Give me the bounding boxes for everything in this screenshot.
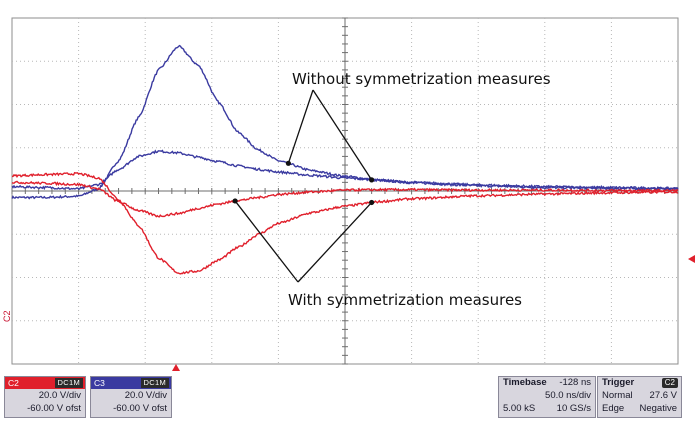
trigger-level-marker <box>688 255 695 263</box>
timebase-label: Timebase <box>503 377 547 388</box>
trigger-type: Edge <box>602 403 625 414</box>
timebase-scale: 50.0 ns/div <box>545 390 591 401</box>
channel-c3-scale: 20.0 V/div <box>124 390 167 401</box>
channel-side-label: C2 <box>2 310 12 322</box>
channel-c3-panel[interactable]: C3 DC1M 20.0 V/div -60.00 V ofst <box>90 376 172 418</box>
trigger-position-marker <box>172 364 180 371</box>
annotation-dot <box>369 199 375 206</box>
oscilloscope-plot: Without symmetrization measures With sym… <box>2 17 695 371</box>
annotation-pointers <box>232 89 375 283</box>
waveform-c2-3 <box>11 180 679 218</box>
channel-c3-coupling: DC1M <box>140 378 169 388</box>
channel-c3-offset: -60.00 V ofst <box>113 403 167 414</box>
channel-c2-offset: -60.00 V ofst <box>27 403 81 414</box>
trigger-panel[interactable]: Trigger C2 Normal 27.6 V Edge Negative <box>597 376 682 418</box>
annotation-without-symmetrization: Without symmetrization measures <box>292 70 551 88</box>
annotation-dot <box>369 177 375 183</box>
annotation-leader-line <box>297 202 373 283</box>
channel-c3-id: C3 <box>94 378 105 388</box>
channel-c2-coupling: DC1M <box>54 378 83 388</box>
channel-c3-header: C3 DC1M <box>91 377 171 389</box>
annotation-dot <box>285 160 291 166</box>
timebase-panel[interactable]: Timebase -128 ns 50.0 ns/div 5.00 kS 10 … <box>498 376 596 418</box>
timebase-rate: 10 GS/s <box>556 403 591 414</box>
channel-c2-header: C2 DC1M <box>5 377 85 389</box>
waveform-c2-2 <box>12 171 679 275</box>
annotation-with-symmetrization: With symmetrization measures <box>288 291 522 309</box>
waveform-traces <box>11 44 679 275</box>
trigger-mode: Normal <box>602 390 633 401</box>
channel-c2-scale: 20.0 V/div <box>38 390 81 401</box>
trigger-source-badge: C2 <box>661 378 678 388</box>
annotation-dot <box>232 198 238 204</box>
timebase-delay: -128 ns <box>559 377 591 388</box>
channel-c2-panel[interactable]: C2 DC1M 20.0 V/div -60.00 V ofst <box>4 376 86 418</box>
trigger-level: 27.6 V <box>649 390 677 401</box>
channel-c2-id: C2 <box>8 378 19 388</box>
annotation-leader-line <box>287 89 314 164</box>
timebase-samples: 5.00 kS <box>503 403 536 414</box>
waveform-c3-1 <box>11 149 679 191</box>
annotation-leader-line <box>234 200 299 283</box>
annotation-leader-line <box>312 89 373 181</box>
trigger-slope: Negative <box>639 403 678 414</box>
trigger-label: Trigger <box>602 377 635 388</box>
